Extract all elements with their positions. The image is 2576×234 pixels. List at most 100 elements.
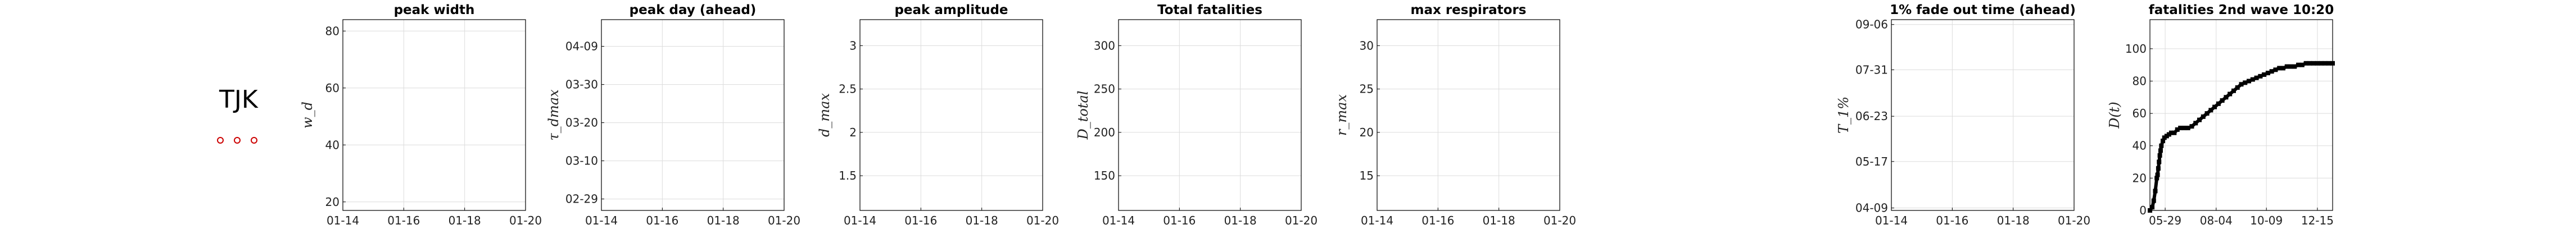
panel-4-title: Total fatalities xyxy=(1157,3,1262,17)
panel-7: fatalities 2nd wave 10:20 05-29 08-04 10-09… xyxy=(2107,3,2335,227)
panel-6-ytick-label-0: 04-09 xyxy=(1855,201,1888,215)
panel-1-grid xyxy=(342,20,526,210)
panel-4-xtick-label-3: 01-20 xyxy=(1285,214,1318,227)
panel-7-series-line-0 xyxy=(2148,61,2333,212)
panel-6-ylabel: T_1% xyxy=(1836,97,1851,134)
panel-1-xtick-label-2: 01-18 xyxy=(449,214,481,227)
panel-6-xtick-label-0: 01-14 xyxy=(1875,214,1908,227)
panel-2-ytick-label-0: 02-29 xyxy=(565,192,598,206)
country-label-block: TJK xyxy=(217,85,259,144)
panel-6-ytick-label-1: 05-17 xyxy=(1855,155,1888,168)
panel-3-axes-frame xyxy=(859,19,1043,211)
panel-7-ytick-label-1: 20 xyxy=(2133,171,2147,185)
panel-4: Total fatalities 01-14 01-16 01-18 01-20 150 2… xyxy=(1075,3,1318,227)
panel-6-ytick-label-4: 09-06 xyxy=(1855,18,1888,31)
panel-7-ytick-label-0: 0 xyxy=(2139,204,2147,217)
panel-4-ytick-label-2: 250 xyxy=(1094,82,1115,96)
panel-6-xtick-label-3: 01-20 xyxy=(2058,214,2090,227)
panel-1-axes-frame xyxy=(342,19,526,211)
panel-6-ytick-label-3: 07-31 xyxy=(1855,63,1888,76)
panel-3-title: peak amplitude xyxy=(894,3,1008,17)
panel-1-ytick-label-2: 60 xyxy=(325,81,339,95)
panel-5-ytick-label-2: 25 xyxy=(1360,82,1374,96)
panel-2: peak day (ahead) 01-14 01-16 01-18 01-20 02-2… xyxy=(546,3,800,227)
panel-2-ylabel: τ_dmax xyxy=(546,89,562,141)
panel-4-grid xyxy=(1118,20,1302,210)
panel-6: 1% fade out time (ahead) 01-14 01-16 01-18 0… xyxy=(1836,3,2090,227)
panel-1-xtick-label-3: 01-20 xyxy=(509,214,542,227)
panel-3-grid xyxy=(859,20,1043,210)
panel-7-ytick-label-3: 60 xyxy=(2133,107,2147,120)
panel-3-ytick-label-1: 2 xyxy=(849,126,857,139)
panel-5-ylabel: r_max xyxy=(1334,94,1350,136)
panel-2-ytick-label-3: 03-30 xyxy=(565,78,598,91)
panel-3-xtick-label-3: 01-20 xyxy=(1026,214,1059,227)
panel-2-ytick-label-1: 03-10 xyxy=(565,154,598,168)
panel-1-ytick-label-1: 40 xyxy=(325,138,339,152)
panel-3: peak amplitude 01-14 01-16 01-18 01-20 1.5 2 2.… xyxy=(817,3,1059,227)
panel-7-xtick-label-0: 05-29 xyxy=(2149,214,2181,227)
legend-marker-3 xyxy=(251,137,257,144)
panel-4-ylabel: D_total xyxy=(1075,91,1091,140)
panel-7-grid xyxy=(2150,20,2333,211)
panel-2-title: peak day (ahead) xyxy=(630,3,757,17)
panel-7-xtick-label-1: 08-04 xyxy=(2200,214,2233,227)
panel-4-xtick-label-1: 01-16 xyxy=(1163,214,1196,227)
panel-6-ytick-label-2: 06-23 xyxy=(1855,109,1888,123)
panel-2-xtick-label-2: 01-18 xyxy=(707,214,740,227)
panel-7-ytick-label-5: 100 xyxy=(2125,42,2147,56)
panel-2-xtick-label-3: 01-20 xyxy=(768,214,800,227)
panel-6-grid xyxy=(1891,20,2075,210)
panel-3-xtick-label-2: 01-18 xyxy=(966,214,998,227)
panel-7-axes-frame xyxy=(2149,19,2333,211)
panel-7-ylabel: D(t) xyxy=(2107,102,2122,129)
panel-7-xtick-label-2: 10-09 xyxy=(2250,214,2283,227)
panel-6-axes-frame xyxy=(1891,19,2075,211)
panel-5: max respirators 01-14 01-16 01-18 01-20 15 20 2… xyxy=(1334,3,1576,227)
legend-markers xyxy=(217,137,257,144)
panel-4-axes-frame xyxy=(1118,19,1302,211)
panel-5-ytick-label-3: 30 xyxy=(1360,39,1374,52)
legend-marker-1 xyxy=(217,137,224,144)
panel-7-ytick-label-4: 80 xyxy=(2133,74,2147,88)
panel-7-ytick-label-2: 40 xyxy=(2133,139,2147,153)
panel-2-axes-frame xyxy=(601,19,785,211)
panel-6-xtick-label-1: 01-16 xyxy=(1936,214,1968,227)
panel-7-xtick-label-3: 12-15 xyxy=(2301,214,2334,227)
panel-3-xtick-label-1: 01-16 xyxy=(904,214,937,227)
panel-7-series-0 xyxy=(2148,61,2335,213)
panel-2-ytick-label-2: 03-20 xyxy=(565,116,598,130)
panel-1: peak width 01-14 01-16 01-18 01-20 20 40 60 80 w_… xyxy=(300,3,542,227)
panel-5-ytick-label-1: 20 xyxy=(1360,126,1374,139)
panel-1-xtick-label-1: 01-16 xyxy=(387,214,420,227)
panel-1-ylabel: w_d xyxy=(300,102,315,129)
panel-5-xtick-label-0: 01-14 xyxy=(1361,214,1393,227)
panel-5-title: max respirators xyxy=(1410,3,1526,17)
panel-2-ytick-label-4: 04-09 xyxy=(565,40,598,53)
panel-4-ytick-label-1: 200 xyxy=(1094,126,1115,139)
panel-6-xtick-label-2: 01-18 xyxy=(1997,214,2030,227)
country-code: TJK xyxy=(219,85,259,114)
panel-7-title: fatalities 2nd wave 10:20 xyxy=(2149,3,2334,17)
panel-2-xtick-label-0: 01-14 xyxy=(585,214,618,227)
panel-3-xtick-label-0: 01-14 xyxy=(844,214,876,227)
panel-1-ytick-label-0: 20 xyxy=(325,195,339,209)
panel-4-xtick-label-2: 01-18 xyxy=(1224,214,1257,227)
panel-3-ytick-label-3: 3 xyxy=(849,39,857,52)
panel-3-ytick-label-2: 2.5 xyxy=(839,82,857,96)
panel-1-title: peak width xyxy=(394,3,475,17)
panel-6-title: 1% fade out time (ahead) xyxy=(1890,3,2076,17)
panel-1-ytick-label-3: 80 xyxy=(325,24,339,38)
panel-5-xtick-label-1: 01-16 xyxy=(1421,214,1454,227)
legend-marker-2 xyxy=(234,137,241,144)
panel-3-ytick-label-0: 1.5 xyxy=(839,169,857,182)
panel-4-xtick-label-0: 01-14 xyxy=(1102,214,1135,227)
panel-2-xtick-label-1: 01-16 xyxy=(646,214,678,227)
panel-1-xtick-label-0: 01-14 xyxy=(327,214,359,227)
panel-3-ylabel: d_max xyxy=(817,93,832,137)
panel-2-grid xyxy=(601,20,785,210)
panel-4-ytick-label-3: 300 xyxy=(1094,39,1115,52)
panel-5-xtick-label-3: 01-20 xyxy=(1543,214,1576,227)
